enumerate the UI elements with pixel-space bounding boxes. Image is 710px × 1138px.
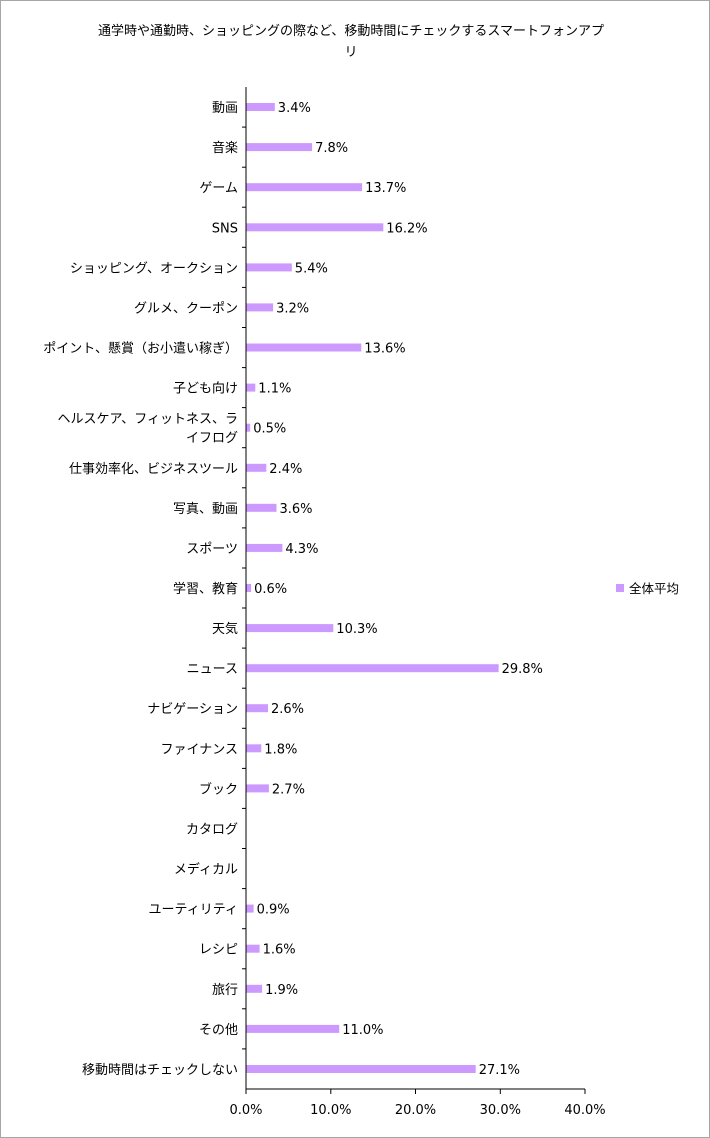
bar <box>246 383 256 392</box>
category-label: 移動時間はチェックしない <box>82 1063 238 1078</box>
bar <box>246 423 251 432</box>
bar <box>246 263 292 272</box>
bar <box>246 543 283 552</box>
bar <box>246 1024 340 1033</box>
bar-value-label: 2.4% <box>269 462 302 477</box>
x-tick-label: 20.0% <box>395 1103 436 1118</box>
bar-value-label: 1.8% <box>264 742 297 757</box>
category-label: カタログ <box>186 823 238 838</box>
bar-value-label: 2.7% <box>272 782 305 797</box>
bar-value-label: 27.1% <box>479 1063 520 1078</box>
category-label: イフログ <box>186 431 238 446</box>
category-label: ニュース <box>187 662 238 677</box>
bar <box>246 183 363 192</box>
bar <box>246 944 260 953</box>
category-label: 仕事効率化、ビジネスツール <box>69 461 238 477</box>
x-tick-label: 30.0% <box>480 1103 521 1118</box>
bar <box>246 303 274 312</box>
category-label: メディカル <box>174 862 238 878</box>
bar-value-label: 3.4% <box>278 101 311 116</box>
category-label: ファイナンス <box>161 742 238 757</box>
bar <box>246 664 499 673</box>
bar-value-label: 4.3% <box>285 542 318 557</box>
bar-value-label: 1.6% <box>263 943 296 958</box>
bar <box>246 704 268 713</box>
category-label: ショッピング、オークション <box>70 261 238 276</box>
category-label: ポイント、懸賞（お小遣い稼ぎ） <box>43 342 238 357</box>
bar-value-label: 5.4% <box>295 261 328 276</box>
bar-value-label: 13.6% <box>364 342 405 357</box>
category-label: スポーツ <box>186 542 238 557</box>
bar-value-label: 1.9% <box>265 983 298 998</box>
category-label: SNS <box>212 221 238 236</box>
bar <box>246 343 362 352</box>
category-label: 音楽 <box>212 140 238 156</box>
bar <box>246 904 254 913</box>
bar <box>246 1065 476 1073</box>
legend: 全体平均 <box>616 578 679 597</box>
chart-title: 通学時や通勤時、ショッピングの際など、移動時間にチェックするスマートフォンアプリ <box>98 24 604 60</box>
bar-value-label: 11.0% <box>342 1023 383 1038</box>
category-label: ナビゲーション <box>147 702 238 717</box>
category-label: ユーティリティ <box>149 903 238 918</box>
bar <box>246 223 384 232</box>
bar <box>246 744 262 753</box>
bar <box>246 503 277 512</box>
bar <box>246 103 275 111</box>
category-label: ブック <box>199 781 238 797</box>
x-tick-label: 10.0% <box>310 1103 351 1118</box>
bar-value-label: 29.8% <box>502 662 543 677</box>
bar-value-label: 2.6% <box>271 702 304 717</box>
bar-value-label: 3.6% <box>280 502 313 517</box>
category-label: 写真、動画 <box>173 502 238 517</box>
bar <box>246 984 263 993</box>
legend-swatch <box>616 583 624 592</box>
bar <box>246 584 252 592</box>
bar-value-label: 0.5% <box>253 422 286 437</box>
bar-value-label: 0.6% <box>254 582 287 597</box>
bar-value-label: 16.2% <box>386 221 427 236</box>
x-tick-label: 0.0% <box>229 1103 262 1118</box>
bar-value-label: 0.9% <box>257 903 290 918</box>
category-label: ヘルスケア、フィットネス、ラ <box>58 412 238 427</box>
bar <box>246 624 334 633</box>
category-label: 動画 <box>212 101 238 116</box>
category-label: 旅行 <box>212 983 238 998</box>
category-label: レシピ <box>199 943 238 958</box>
category-label: グルメ、クーポン <box>134 301 238 316</box>
bar <box>246 143 313 152</box>
category-label: 学習、教育 <box>173 581 238 597</box>
bar-value-label: 1.1% <box>258 382 291 397</box>
bar-value-label: 13.7% <box>365 181 406 196</box>
x-tick-label: 40.0% <box>564 1103 605 1118</box>
legend-label: 全体平均 <box>629 581 680 596</box>
bar-value-label: 10.3% <box>336 622 377 637</box>
category-label: ゲーム <box>199 181 238 196</box>
bar-value-label: 7.8% <box>315 141 348 156</box>
bar <box>246 784 269 793</box>
category-label: 子ども向け <box>173 381 238 397</box>
bar <box>246 463 267 472</box>
category-label: 天気 <box>212 621 238 637</box>
bar-value-label: 3.2% <box>276 301 309 316</box>
category-label: その他 <box>199 1023 238 1038</box>
